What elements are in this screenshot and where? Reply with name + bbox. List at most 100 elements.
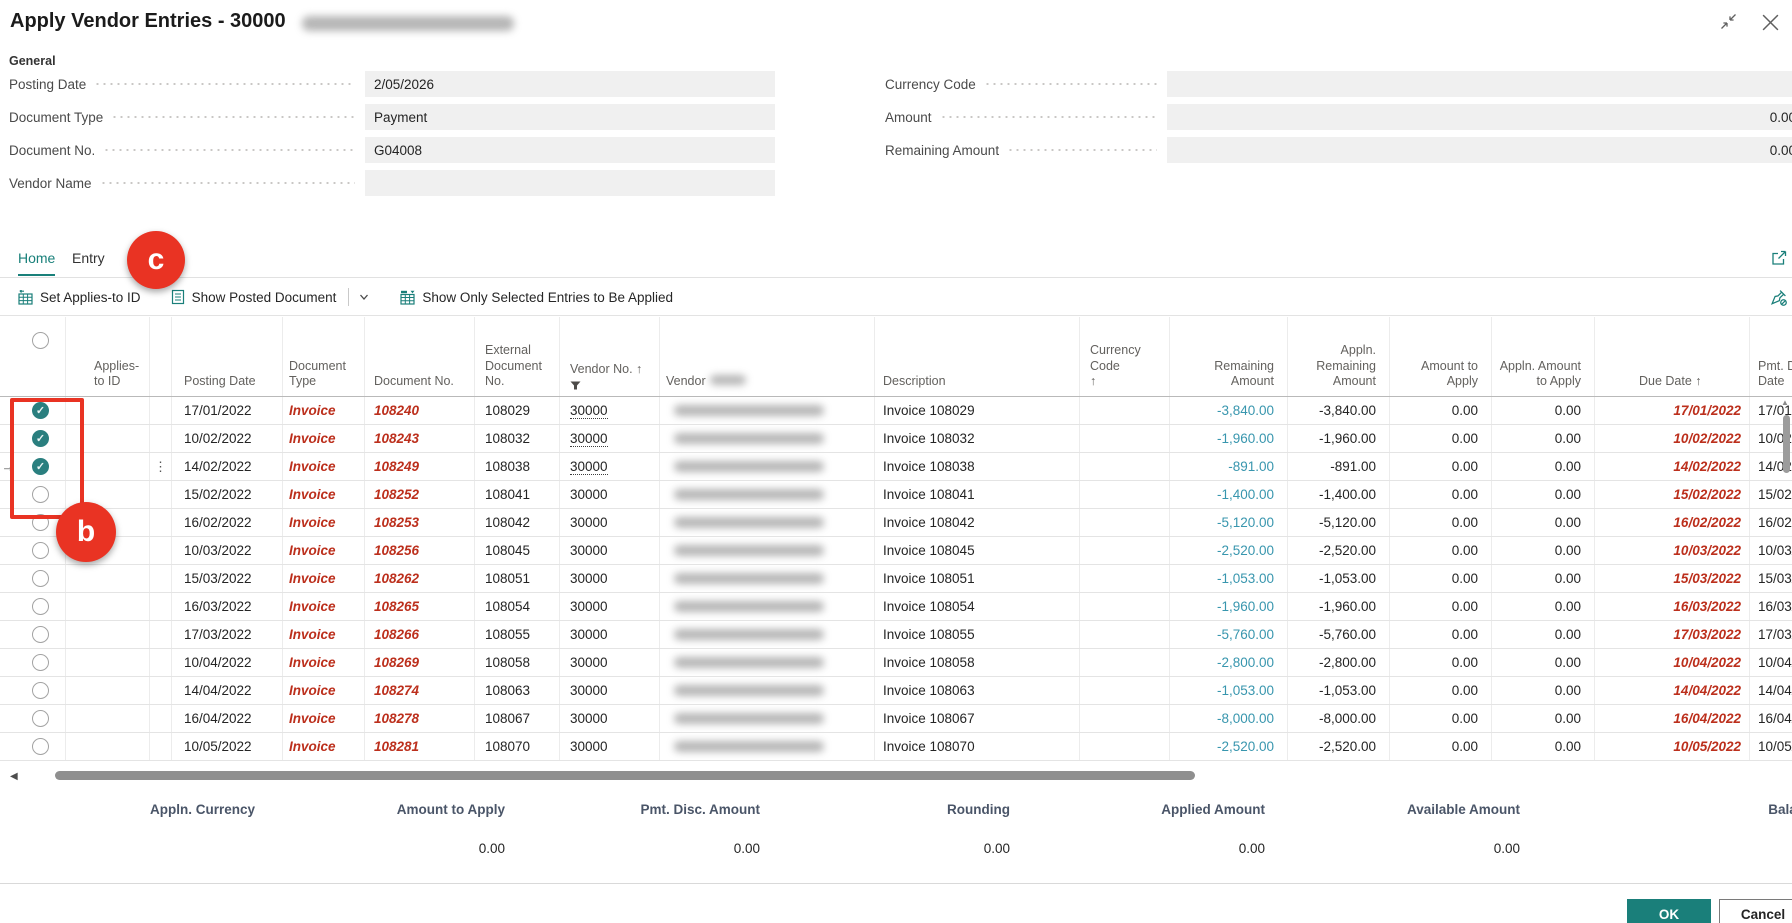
cell-document-no[interactable]: 108262	[365, 565, 475, 592]
cell-amount-to-apply[interactable]: 0.00	[1390, 453, 1492, 480]
row-checkbox[interactable]	[32, 486, 49, 503]
cell-document-no[interactable]: 108274	[365, 677, 475, 704]
cell-currency-code[interactable]	[1080, 537, 1170, 564]
cell-description[interactable]: Invoice 108042	[875, 509, 1080, 536]
header-vendor-name[interactable]: Vendor	[660, 317, 875, 396]
header-amount-to-apply[interactable]: Amount to Apply	[1390, 317, 1492, 396]
cell-appln-amount-to-apply[interactable]: 0.00	[1492, 733, 1595, 760]
cell-document-no[interactable]: 108256	[365, 537, 475, 564]
cell-currency-code[interactable]	[1080, 425, 1170, 452]
cell-posting-date[interactable]: 16/02/2022	[172, 509, 283, 536]
cell-document-type[interactable]: Invoice	[283, 593, 365, 620]
header-external-document-no[interactable]: External Document No.	[475, 317, 560, 396]
cell-document-no[interactable]: 108252	[365, 481, 475, 508]
header-vendor-no[interactable]: Vendor No. ↑	[560, 317, 660, 396]
row-checkbox[interactable]	[32, 570, 49, 587]
cell-external-document-no[interactable]: 108029	[475, 397, 560, 424]
vendor-no-value[interactable]: 30000	[570, 487, 608, 502]
document-type-field[interactable]: Payment	[365, 104, 775, 130]
cancel-button[interactable]: Cancel	[1719, 899, 1792, 923]
cell-applies-to-id[interactable]	[66, 537, 150, 564]
vendor-no-value[interactable]: 30000	[570, 402, 608, 419]
cell-appln-amount-to-apply[interactable]: 0.00	[1492, 509, 1595, 536]
cell-remaining-amount[interactable]: -2,520.00	[1170, 537, 1288, 564]
cell-vendor-no[interactable]: 30000	[560, 509, 660, 536]
row-checkbox[interactable]	[32, 738, 49, 755]
row-checkbox[interactable]	[32, 626, 49, 643]
cell-document-type[interactable]: Invoice	[283, 481, 365, 508]
cell-remaining-amount[interactable]: -1,053.00	[1170, 565, 1288, 592]
table-row[interactable]: 15/02/2022 Invoice 108252 108041 30000 I…	[0, 481, 1792, 509]
cell-external-document-no[interactable]: 108058	[475, 649, 560, 676]
cell-currency-code[interactable]	[1080, 649, 1170, 676]
show-posted-document-button[interactable]: Show Posted Document	[171, 289, 336, 305]
cell-appln-remaining-amount[interactable]: -1,400.00	[1288, 481, 1390, 508]
row-checkbox[interactable]	[32, 402, 49, 419]
cell-pmt-discount-date[interactable]: 10/04/2022	[1758, 655, 1792, 670]
cell-due-date[interactable]: 14/02/2022	[1595, 453, 1750, 480]
cell-external-document-no[interactable]: 108038	[475, 453, 560, 480]
cell-remaining-amount[interactable]: -5,120.00	[1170, 509, 1288, 536]
row-checkbox[interactable]	[32, 430, 49, 447]
cell-description[interactable]: Invoice 108029	[875, 397, 1080, 424]
cell-appln-remaining-amount[interactable]: -2,800.00	[1288, 649, 1390, 676]
cell-document-no[interactable]: 108278	[365, 705, 475, 732]
cell-description[interactable]: Invoice 108055	[875, 621, 1080, 648]
cell-external-document-no[interactable]: 108054	[475, 593, 560, 620]
cell-appln-amount-to-apply[interactable]: 0.00	[1492, 677, 1595, 704]
cell-currency-code[interactable]	[1080, 481, 1170, 508]
cell-document-no[interactable]: 108269	[365, 649, 475, 676]
cell-applies-to-id[interactable]	[66, 565, 150, 592]
cell-pmt-discount-date[interactable]: 17/01/2022	[1758, 403, 1792, 418]
cell-external-document-no[interactable]: 108055	[475, 621, 560, 648]
cell-document-type[interactable]: Invoice	[283, 509, 365, 536]
cell-remaining-amount[interactable]: -8,000.00	[1170, 705, 1288, 732]
cell-posting-date[interactable]: 10/04/2022	[172, 649, 283, 676]
cell-due-date[interactable]: 10/04/2022	[1595, 649, 1750, 676]
cell-description[interactable]: Invoice 108032	[875, 425, 1080, 452]
header-description[interactable]: Description	[875, 317, 1080, 396]
cell-amount-to-apply[interactable]: 0.00	[1390, 397, 1492, 424]
cell-posting-date[interactable]: 10/03/2022	[172, 537, 283, 564]
row-checkbox[interactable]	[32, 458, 49, 475]
cell-pmt-discount-date[interactable]: 16/04/2022	[1758, 711, 1792, 726]
header-document-type[interactable]: Document Type	[283, 317, 365, 396]
vendor-no-value[interactable]: 30000	[570, 599, 608, 614]
cell-amount-to-apply[interactable]: 0.00	[1390, 649, 1492, 676]
cell-applies-to-id[interactable]	[66, 509, 150, 536]
cell-posting-date[interactable]: 17/01/2022	[172, 397, 283, 424]
cell-document-type[interactable]: Invoice	[283, 425, 365, 452]
cell-applies-to-id[interactable]	[66, 649, 150, 676]
vendor-no-value[interactable]: 30000	[570, 430, 608, 447]
cell-external-document-no[interactable]: 108042	[475, 509, 560, 536]
cell-document-type[interactable]: Invoice	[283, 733, 365, 760]
cell-applies-to-id[interactable]	[66, 621, 150, 648]
close-icon[interactable]	[1761, 13, 1780, 32]
vendor-no-value[interactable]: 30000	[570, 543, 608, 558]
header-pmt-discount-date[interactable]: Pmt. Discount Date	[1758, 358, 1792, 389]
cell-document-no[interactable]: 108240	[365, 397, 475, 424]
cell-due-date[interactable]: 10/02/2022	[1595, 425, 1750, 452]
cell-applies-to-id[interactable]	[66, 397, 150, 424]
cell-appln-remaining-amount[interactable]: -1,960.00	[1288, 593, 1390, 620]
cell-external-document-no[interactable]: 108067	[475, 705, 560, 732]
cell-description[interactable]: Invoice 108058	[875, 649, 1080, 676]
horizontal-scrollbar-thumb[interactable]	[55, 771, 1195, 780]
cell-remaining-amount[interactable]: -1,053.00	[1170, 677, 1288, 704]
cell-external-document-no[interactable]: 108063	[475, 677, 560, 704]
vendor-no-value[interactable]: 30000	[570, 711, 608, 726]
cell-appln-remaining-amount[interactable]: -1,053.00	[1288, 677, 1390, 704]
document-no-field[interactable]: G04008	[365, 137, 775, 163]
cell-currency-code[interactable]	[1080, 677, 1170, 704]
cell-amount-to-apply[interactable]: 0.00	[1390, 565, 1492, 592]
row-checkbox[interactable]	[32, 542, 49, 559]
cell-pmt-discount-date[interactable]: 16/02/2022	[1758, 515, 1792, 530]
cell-vendor-no[interactable]: 30000	[560, 565, 660, 592]
show-posted-document-dropdown[interactable]	[358, 291, 370, 303]
cell-currency-code[interactable]	[1080, 621, 1170, 648]
cell-description[interactable]: Invoice 108063	[875, 677, 1080, 704]
cell-pmt-discount-date[interactable]: 10/03/2022	[1758, 543, 1792, 558]
cell-appln-remaining-amount[interactable]: -891.00	[1288, 453, 1390, 480]
cell-posting-date[interactable]: 10/02/2022	[172, 425, 283, 452]
table-row[interactable]: 16/03/2022 Invoice 108265 108054 30000 I…	[0, 593, 1792, 621]
